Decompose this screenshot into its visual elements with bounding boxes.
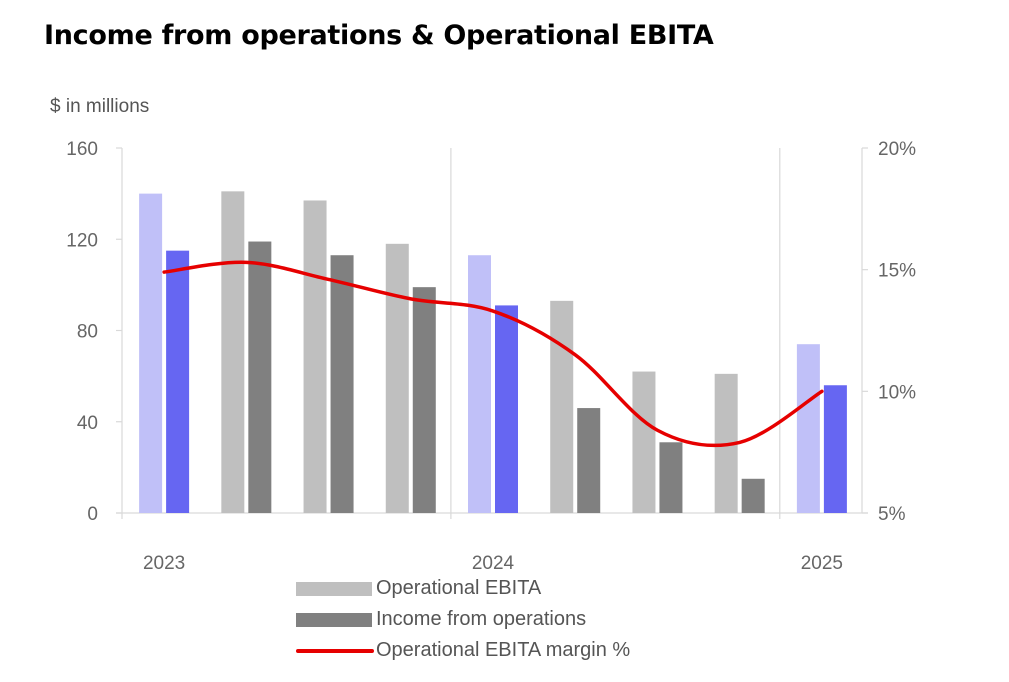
legend-item-ebita-margin: Operational EBITA margin % [296, 635, 630, 666]
legend-label-operational-ebita: Operational EBITA [376, 577, 542, 599]
bar-income-from-operations [577, 408, 601, 513]
x-axis-year-label: 2025 [801, 553, 843, 574]
legend-label-ebita-margin: Operational EBITA margin % [376, 639, 631, 661]
chart-title: Income from operations & Operational EBI… [44, 20, 714, 51]
y-axis-left-tick-label: 160 [66, 139, 98, 160]
bar-income-from-operations [659, 442, 683, 513]
bar-income-from-operations [412, 287, 436, 513]
x-axis-year-label: 2023 [143, 553, 185, 574]
legend-item-income-from-operations: Income from operations [296, 604, 630, 635]
bar-income-from-operations [495, 305, 518, 513]
bar-operational-ebita [385, 243, 409, 513]
bar-operational-ebita [139, 193, 163, 513]
bar-operational-ebita [468, 255, 491, 513]
bar-income-from-operations [330, 255, 354, 513]
bar-operational-ebita [796, 344, 820, 513]
y-axis-right-tick-label: 10% [878, 382, 916, 403]
y-axis-right-tick-label: 5% [878, 504, 906, 525]
y-axis-left-tick-label: 40 [77, 413, 98, 434]
legend: Operational EBITA Income from operations… [296, 573, 630, 666]
y-axis-right-tick-label: 15% [878, 261, 916, 282]
bar-operational-ebita [550, 300, 574, 513]
y-axis-right-tick-label: 20% [878, 139, 916, 160]
legend-label-income-from-operations: Income from operations [376, 608, 587, 630]
legend-swatch-operational-ebita [296, 581, 372, 596]
bar-income-from-operations [823, 385, 847, 513]
y-axis-left-tick-label: 0 [87, 504, 98, 525]
legend-line-ebita-margin [296, 648, 374, 653]
y-axis-unit-label: $ in millions [50, 96, 150, 117]
bar-income-from-operations [248, 241, 272, 513]
bar-income-from-operations [741, 478, 765, 513]
bar-income-from-operations [166, 250, 190, 513]
legend-item-operational-ebita: Operational EBITA [296, 573, 630, 604]
y-axis-left-tick-label: 80 [77, 322, 98, 343]
line-ebita-margin [162, 260, 824, 448]
x-axis-year-label: 2024 [472, 553, 515, 574]
y-axis-left-tick-label: 120 [66, 230, 98, 251]
bar-operational-ebita [303, 200, 327, 513]
bar-operational-ebita [221, 191, 245, 513]
bar-operational-ebita [632, 371, 656, 513]
legend-swatch-income-from-operations [296, 612, 372, 627]
